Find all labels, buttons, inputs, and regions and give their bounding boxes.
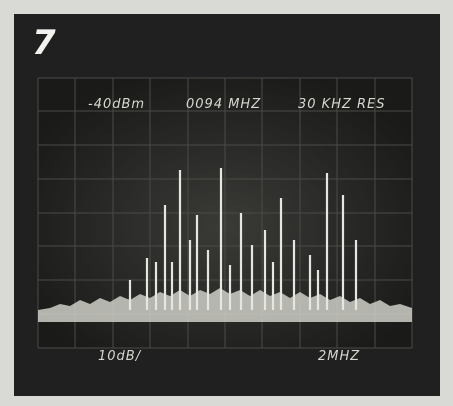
spectrum-peaks — [128, 168, 358, 310]
center-frequency: 0094 MHZ — [186, 97, 261, 112]
vertical-scale: 10dB/ — [98, 349, 142, 364]
horizontal-scale: 2MHZ — [318, 349, 360, 364]
reference-level: -40dBm — [88, 97, 145, 112]
panel-number: 7 — [32, 23, 56, 63]
resolution: 30 KHZ RES — [298, 97, 386, 112]
